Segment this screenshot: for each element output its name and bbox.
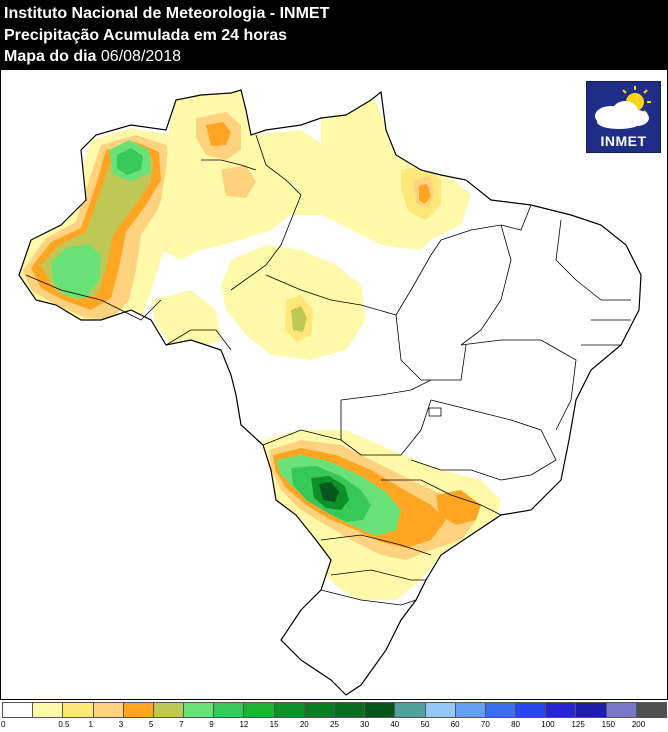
legend-tick-label: 1	[88, 720, 93, 729]
legend-swatch	[273, 702, 305, 718]
legend-tick-label: 150	[601, 720, 615, 729]
state-border-rs	[320, 589, 417, 606]
state-border-to-ba	[395, 314, 467, 381]
state-border-mg	[410, 399, 557, 481]
legend-swatch	[575, 702, 607, 718]
legend-tick-label: 40	[390, 720, 400, 729]
legend-swatch	[635, 702, 667, 718]
legend-swatch	[62, 702, 94, 718]
state-border-ne-east	[575, 279, 631, 346]
legend-swatch	[605, 702, 637, 718]
legend-swatch	[32, 702, 64, 718]
legend-tick-label: 25	[330, 720, 339, 729]
rain-amazon-nw-7	[117, 148, 143, 175]
state-border-pa-to	[395, 239, 442, 316]
brazil-outline	[18, 89, 642, 696]
legend-tick-label: 3	[118, 720, 124, 729]
legend-swatch	[122, 702, 154, 718]
state-border-am-pa	[230, 134, 302, 291]
state-border-pr	[320, 534, 432, 556]
logo-text: INMET	[600, 133, 647, 149]
legend-tick-label: 80	[511, 720, 520, 729]
rain-amazonas-orange	[221, 165, 256, 198]
state-border-pa-mt	[265, 274, 397, 316]
legend-tick-label: 60	[450, 720, 460, 729]
state-border-df	[428, 407, 442, 417]
rain-amazon-nw-5	[51, 244, 101, 298]
state-border-ms	[262, 429, 342, 446]
rain-parana	[331, 560, 396, 600]
legend-swatch	[424, 702, 456, 718]
brazil-map-svg	[18, 89, 642, 696]
legend-swatch	[394, 702, 426, 718]
rain-acre	[151, 290, 221, 350]
legend-tick-label: 9	[209, 720, 214, 729]
rain-south-band-7	[319, 482, 339, 502]
legend-tick-label: 125	[571, 720, 585, 729]
legend-swatch	[213, 702, 245, 718]
legend-tick-label: 200	[631, 720, 646, 729]
cloud-sun-icon	[595, 86, 651, 129]
legend-swatch	[515, 702, 547, 718]
legend-tick-label: 50	[420, 720, 430, 729]
map-date-value: 06/08/2018	[100, 48, 181, 65]
legend-tick-label: 100	[541, 720, 555, 729]
legend-tick-label: 0	[1, 720, 6, 729]
map-header: Instituto Nacional de Meteorologia - INM…	[0, 0, 668, 70]
rain-southeast-orange	[436, 490, 481, 525]
legend-tick-label: 0.5	[58, 720, 70, 729]
legend-tick-label: 20	[299, 720, 309, 729]
state-border-ro-mt	[165, 329, 232, 351]
legend-tick-label: 5	[148, 720, 154, 729]
state-border-sp-rj	[381, 479, 502, 516]
legend-swatch	[92, 702, 124, 718]
precipitation-map	[0, 70, 668, 699]
state-border-go	[340, 379, 432, 456]
legend-swatch	[334, 702, 366, 718]
state-borders	[25, 134, 631, 606]
map-date-line: Mapa do dia 06/08/2018	[4, 47, 181, 67]
legend-tick-label: 12	[239, 720, 249, 729]
legend-swatch	[2, 702, 34, 718]
legend-tick-label: 7	[179, 720, 184, 729]
rain-roraima-orange-core	[206, 122, 231, 146]
state-border-pi	[460, 224, 512, 346]
legend-swatch	[183, 702, 215, 718]
legend-swatch	[303, 702, 335, 718]
legend-swatch	[545, 702, 577, 718]
map-product-title: Precipitação Acumulada em 24 horas	[4, 27, 288, 44]
institute-title: Instituto Nacional de Meteorologia - INM…	[4, 5, 330, 22]
color-legend: 0 0.5 1 3 5 7 9 12 15 20 25 30 40 50 60 70 80 100 125 150 20…	[0, 699, 668, 732]
legend-tick-label: 70	[480, 720, 490, 729]
state-border-rr	[201, 159, 257, 171]
legend-swatch	[484, 702, 517, 718]
inmet-logo: INMET	[586, 81, 661, 153]
state-border-ba	[460, 339, 577, 431]
map-date-label: Mapa do dia	[4, 48, 97, 65]
legend-tick-label: 15	[269, 720, 279, 729]
state-border-sc	[330, 569, 426, 581]
rain-para-east-peak	[419, 184, 431, 204]
legend-swatch	[152, 702, 185, 718]
state-border-ce	[555, 219, 577, 281]
legend-tick-label: 30	[360, 720, 370, 729]
state-border-ac-ro	[25, 274, 162, 321]
rain-mato-grosso-peak	[291, 306, 307, 332]
legend-swatch	[454, 702, 486, 718]
legend-swatch	[364, 702, 396, 718]
legend-swatch	[243, 702, 275, 718]
